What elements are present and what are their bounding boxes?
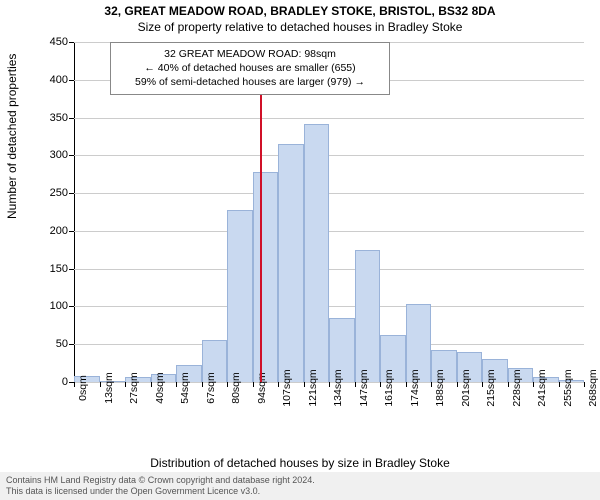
- x-tick-mark: [202, 382, 203, 387]
- x-tick-label: 13sqm: [103, 372, 115, 404]
- gridline: [74, 193, 584, 194]
- x-tick-mark: [151, 382, 152, 387]
- title-main: 32, GREAT MEADOW ROAD, BRADLEY STOKE, BR…: [0, 0, 600, 18]
- x-tick-label: 255sqm: [562, 369, 574, 406]
- x-tick-label: 121sqm: [307, 369, 319, 406]
- y-tick-label: 450: [38, 36, 68, 48]
- x-tick-label: 134sqm: [332, 369, 344, 406]
- x-tick-label: 147sqm: [358, 369, 370, 406]
- x-tick-label: 27sqm: [128, 372, 140, 404]
- x-tick-mark: [125, 382, 126, 387]
- histogram-bar: [227, 210, 253, 382]
- x-tick-label: 40sqm: [154, 372, 166, 404]
- x-tick-label: 215sqm: [485, 369, 497, 406]
- x-tick-label: 268sqm: [587, 369, 599, 406]
- gridline: [74, 118, 584, 119]
- y-tick-label: 250: [38, 187, 68, 199]
- x-axis-label: Distribution of detached houses by size …: [0, 456, 600, 470]
- x-tick-mark: [355, 382, 356, 387]
- y-tick-label: 50: [38, 338, 68, 350]
- info-line-1: 32 GREAT MEADOW ROAD: 98sqm: [117, 47, 383, 61]
- x-tick-label: 107sqm: [281, 369, 293, 406]
- x-tick-label: 201sqm: [460, 369, 472, 406]
- x-tick-label: 188sqm: [434, 369, 446, 406]
- x-tick-mark: [431, 382, 432, 387]
- x-tick-mark: [100, 382, 101, 387]
- chart-container: 32, GREAT MEADOW ROAD, BRADLEY STOKE, BR…: [0, 0, 600, 500]
- y-tick-label: 0: [38, 376, 68, 388]
- y-tick-mark: [69, 269, 74, 270]
- y-tick-mark: [69, 344, 74, 345]
- x-tick-mark: [74, 382, 75, 387]
- x-tick-mark: [533, 382, 534, 387]
- y-tick-label: 150: [38, 263, 68, 275]
- y-tick-label: 300: [38, 149, 68, 161]
- y-tick-mark: [69, 80, 74, 81]
- x-tick-mark: [482, 382, 483, 387]
- x-tick-mark: [457, 382, 458, 387]
- y-tick-mark: [69, 231, 74, 232]
- x-tick-label: 174sqm: [409, 369, 421, 406]
- x-tick-label: 67sqm: [205, 372, 217, 404]
- info-line-2: ← 40% of detached houses are smaller (65…: [117, 61, 383, 75]
- y-tick-label: 100: [38, 300, 68, 312]
- x-tick-label: 80sqm: [230, 372, 242, 404]
- info-box: 32 GREAT MEADOW ROAD: 98sqm ← 40% of det…: [110, 42, 390, 95]
- y-tick-label: 400: [38, 74, 68, 86]
- x-tick-label: 161sqm: [383, 369, 395, 406]
- x-tick-mark: [253, 382, 254, 387]
- gridline: [74, 269, 584, 270]
- x-tick-label: 54sqm: [179, 372, 191, 404]
- title-sub: Size of property relative to detached ho…: [0, 18, 600, 34]
- footer-line-1: Contains HM Land Registry data © Crown c…: [6, 475, 594, 486]
- x-tick-label: 0sqm: [77, 375, 89, 401]
- axis-left: [74, 42, 75, 382]
- footer-line-2: This data is licensed under the Open Gov…: [6, 486, 594, 497]
- y-axis-label: Number of detached properties: [5, 54, 19, 219]
- gridline: [74, 231, 584, 232]
- info-line-3: 59% of semi-detached houses are larger (…: [117, 75, 383, 89]
- x-tick-label: 228sqm: [511, 369, 523, 406]
- gridline: [74, 306, 584, 307]
- y-tick-mark: [69, 118, 74, 119]
- y-tick-mark: [69, 155, 74, 156]
- x-tick-label: 241sqm: [536, 369, 548, 406]
- y-tick-mark: [69, 306, 74, 307]
- histogram-bar: [355, 250, 381, 382]
- histogram-bar: [304, 124, 330, 382]
- x-tick-mark: [380, 382, 381, 387]
- y-tick-mark: [69, 193, 74, 194]
- x-tick-mark: [227, 382, 228, 387]
- x-tick-mark: [278, 382, 279, 387]
- x-tick-mark: [176, 382, 177, 387]
- gridline: [74, 155, 584, 156]
- attribution-footer: Contains HM Land Registry data © Crown c…: [0, 472, 600, 500]
- histogram-bar: [253, 172, 279, 382]
- x-tick-mark: [508, 382, 509, 387]
- x-tick-mark: [559, 382, 560, 387]
- x-tick-mark: [406, 382, 407, 387]
- x-tick-mark: [584, 382, 585, 387]
- histogram-bar: [278, 144, 304, 382]
- x-tick-mark: [329, 382, 330, 387]
- y-tick-label: 200: [38, 225, 68, 237]
- y-tick-mark: [69, 42, 74, 43]
- y-tick-label: 350: [38, 112, 68, 124]
- x-tick-mark: [304, 382, 305, 387]
